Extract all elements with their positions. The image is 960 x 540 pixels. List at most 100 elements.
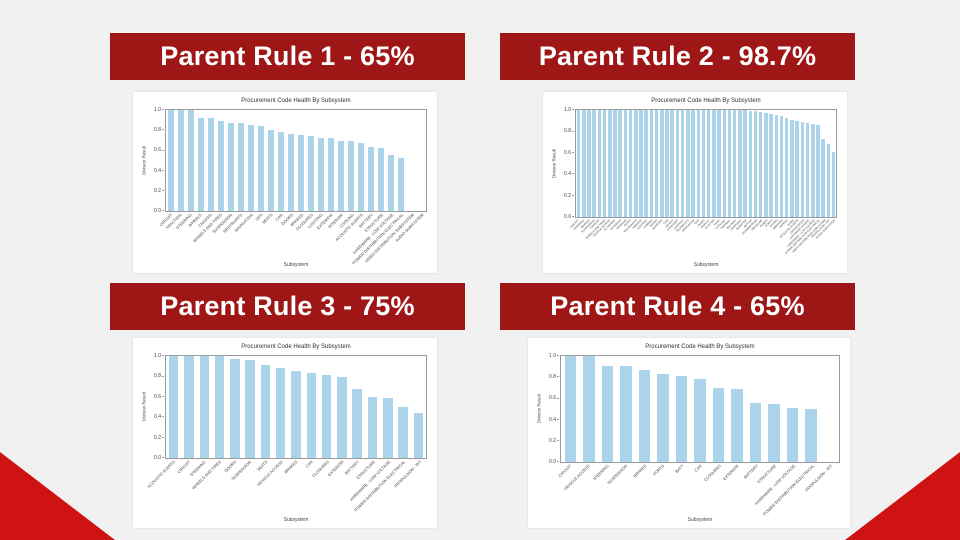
x-tick-labels: CIRCUIT STEERING BRAKES SUSPENSION CHASSIS WH… — [570, 218, 837, 262]
bar — [337, 141, 345, 211]
bar-slot — [659, 110, 664, 217]
bar-slot — [561, 356, 580, 462]
bar — [805, 122, 810, 217]
plot-wrap: 1.0 0.8 0.6 0.4 0.2 0.0 — [154, 354, 427, 461]
x-tick-slot: CLOSURES — [703, 463, 728, 517]
bar-slot — [821, 110, 826, 217]
bar — [722, 110, 727, 217]
bar — [260, 365, 271, 458]
bar-slot — [376, 110, 386, 211]
bar — [383, 397, 393, 458]
chart-title: Procurement Code Health By Subsystem — [241, 98, 351, 104]
bar — [167, 110, 175, 211]
bar — [582, 110, 586, 217]
bar — [287, 134, 295, 211]
bar — [602, 110, 607, 217]
bar-slot — [675, 110, 680, 217]
bar-slot — [664, 110, 669, 217]
x-axis-label: Subsystem — [283, 517, 309, 523]
x-tick-label: DOORS — [223, 459, 238, 474]
y-axis-label: Division Result — [141, 392, 147, 422]
bar-slot — [670, 110, 675, 217]
bar-slot — [580, 356, 599, 462]
bar-slot — [236, 110, 246, 211]
x-tick-labels: CIRCUIT VEHICLE ACCESS STEERING SUSPENSION B… — [557, 463, 840, 517]
chart-card-rule-2: Procurement Code Health By Subsystem Div… — [543, 92, 847, 273]
bar — [826, 144, 831, 217]
bar-slot — [416, 110, 426, 211]
bar-slot — [304, 356, 319, 458]
bar — [712, 110, 716, 217]
bar-slot — [685, 110, 690, 217]
x-tick-slot: BATT — [672, 463, 691, 517]
bar — [644, 110, 648, 217]
bar — [665, 110, 669, 217]
parent-rule-3-banner: Parent Rule 3 - 75% — [110, 283, 465, 330]
bar — [706, 110, 711, 217]
bar — [237, 123, 245, 211]
chart-body: Division Result 1.0 0.8 0.6 0.4 0.2 0.0 — [139, 108, 429, 214]
x-tick-label: CIRCUIT — [557, 463, 573, 479]
bar — [748, 111, 753, 217]
bar-slot — [638, 110, 643, 217]
bar-slot — [380, 356, 395, 458]
bar — [267, 130, 275, 211]
bar — [217, 121, 225, 211]
bar-slot — [644, 110, 649, 217]
bar-slot — [346, 110, 356, 211]
bottom-right-accent-triangle — [845, 452, 960, 540]
bar-slot — [186, 110, 196, 211]
y-tick-label: 0.6 — [150, 148, 164, 153]
bar — [230, 359, 240, 458]
bar — [592, 110, 596, 217]
bar — [805, 409, 817, 462]
y-tick-label: 0.4 — [545, 417, 559, 423]
bar — [657, 374, 669, 462]
bar — [583, 356, 595, 462]
bar-slot — [774, 110, 779, 217]
bar-slot — [266, 110, 276, 211]
bar-slot — [654, 110, 659, 217]
bar-slot — [628, 110, 633, 217]
y-tick-label: 1.0 — [150, 108, 164, 113]
y-tick-label: 0.8 — [560, 129, 574, 134]
y-axis-label: Division Result — [141, 145, 147, 176]
bar — [613, 110, 617, 217]
x-tick-slot: SEATS — [261, 212, 276, 262]
bar-slot — [197, 356, 212, 458]
bar-slot — [612, 110, 617, 217]
bar-slot — [690, 110, 695, 217]
x-tick-slot: CAN — [691, 463, 710, 517]
bar — [398, 407, 408, 458]
bar — [649, 110, 654, 217]
x-axis-label: Subsystem — [283, 262, 309, 268]
bar — [764, 113, 768, 217]
bar-slot — [711, 110, 716, 217]
bar — [214, 356, 225, 458]
bar-slot — [831, 110, 836, 217]
bar — [245, 360, 255, 458]
chart-title: Procurement Code Health By Subsystem — [651, 98, 761, 104]
bar — [367, 147, 375, 211]
bar — [810, 123, 815, 217]
bar-slot — [753, 110, 758, 217]
bar — [587, 110, 591, 217]
bar-slot — [654, 356, 673, 462]
bar — [753, 111, 758, 217]
x-tick-slot: EXTERIOR — [723, 463, 747, 517]
bar — [795, 120, 799, 217]
bar-slot — [795, 110, 800, 217]
parent-rule-1-banner: Parent Rule 1 - 65% — [110, 33, 465, 80]
bar-slot — [716, 110, 721, 217]
bar — [634, 110, 638, 217]
x-tick-labels: CIRCUIT TRACTION STEERING WHEELS CHASSIS WHEE… — [158, 212, 427, 266]
parent-rule-4-banner: Parent Rule 4 - 65% — [500, 283, 855, 330]
bar-slot — [672, 356, 691, 462]
y-tick-label: 0.2 — [545, 438, 559, 444]
bar — [352, 388, 362, 458]
bar-slot — [216, 110, 226, 211]
x-tick-slot: PROPULSION - INT — [805, 463, 840, 517]
bar — [628, 110, 633, 217]
bar — [168, 356, 179, 458]
y-tick-label: 0.6 — [545, 396, 559, 401]
